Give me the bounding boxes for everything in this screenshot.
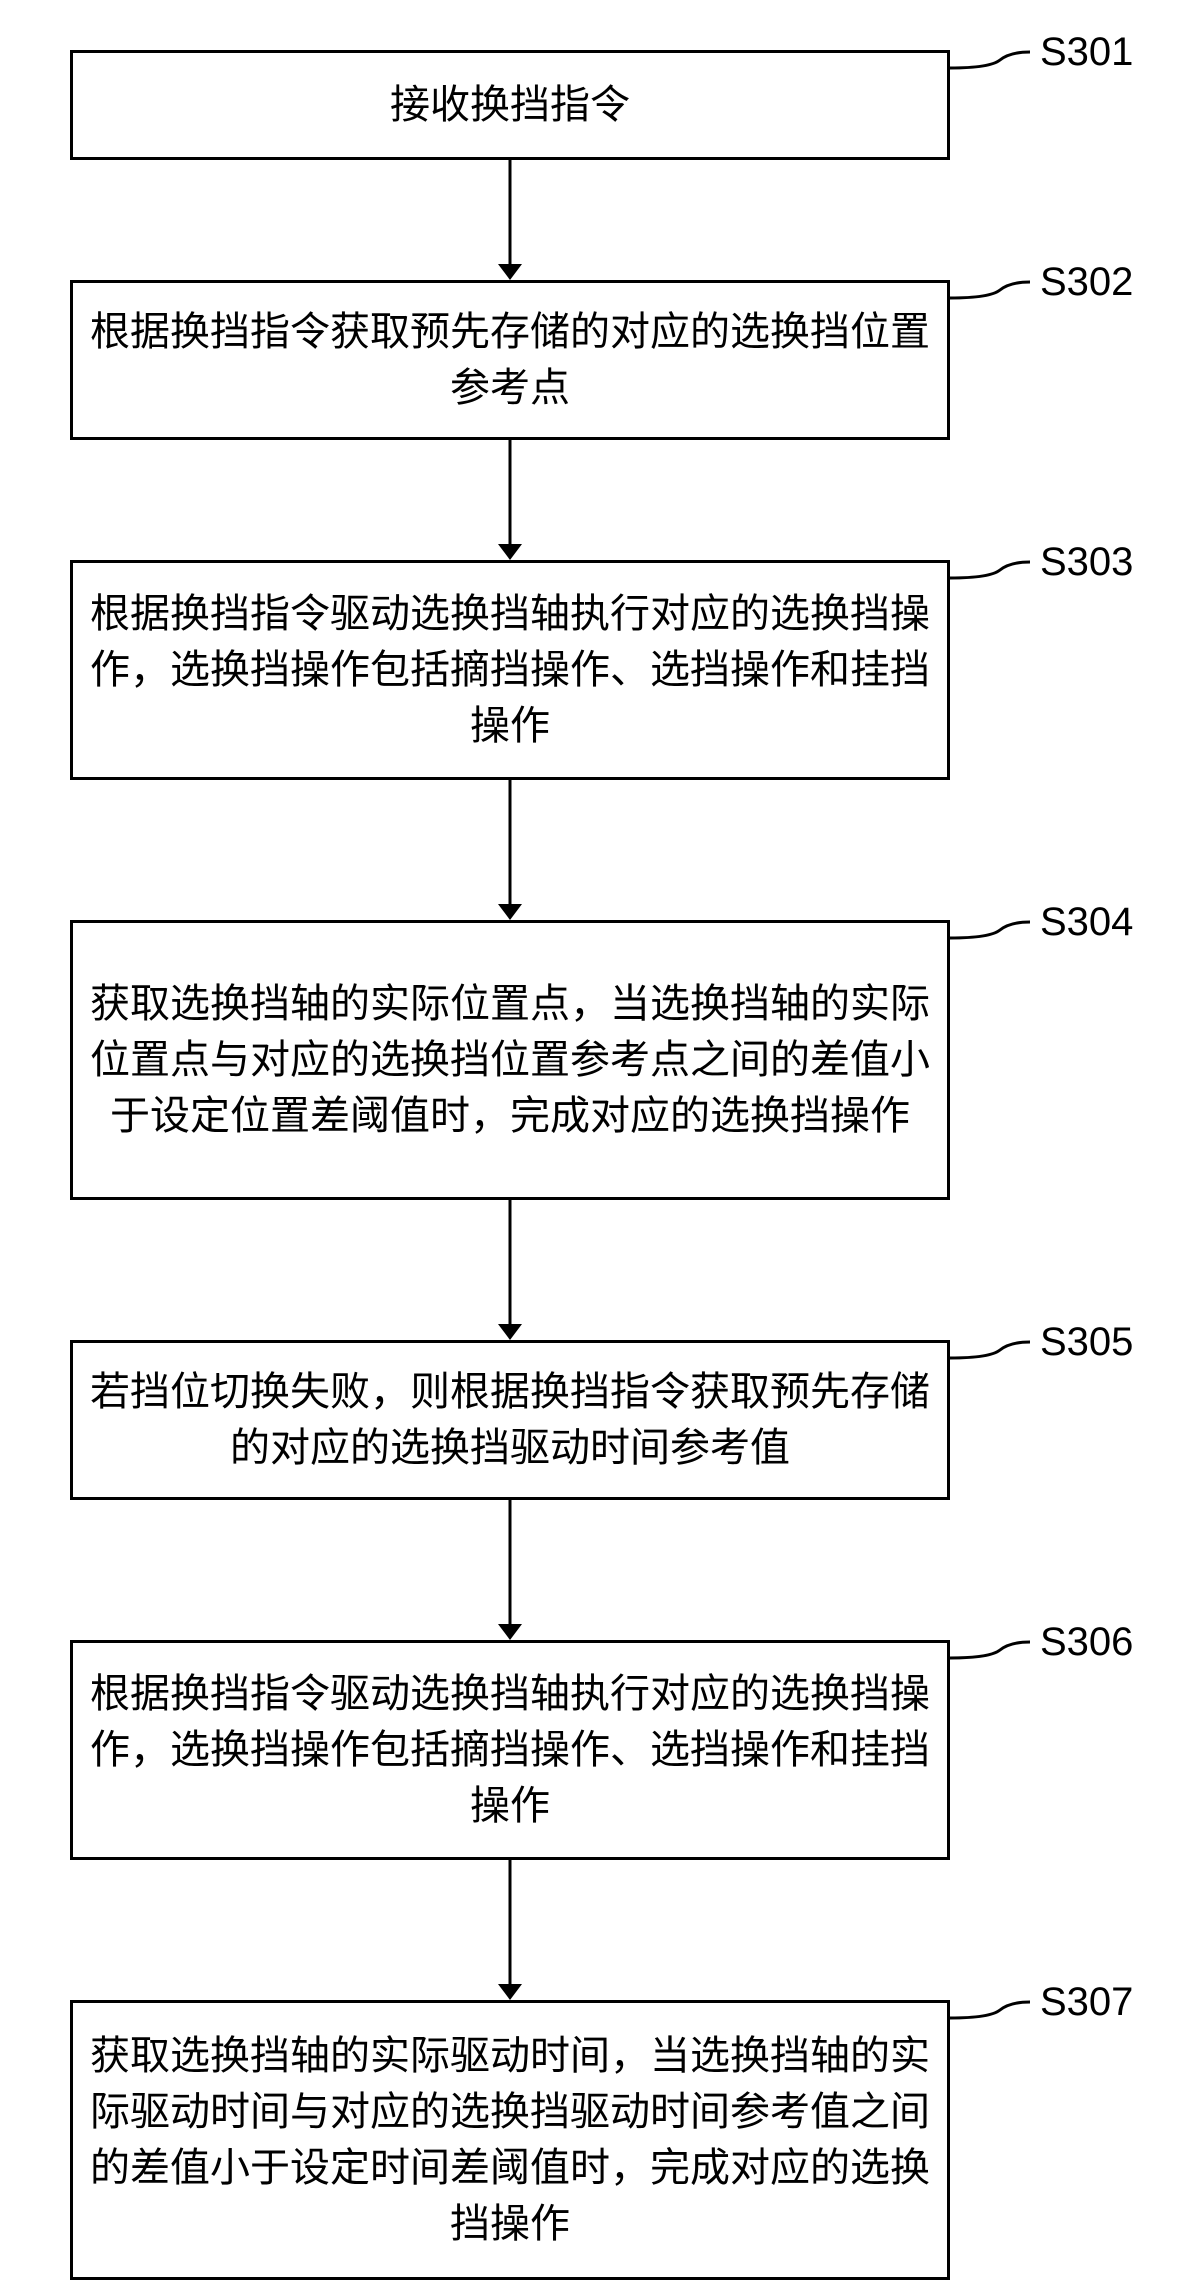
flowchart-canvas: 接收换挡指令S301根据换挡指令获取预先存储的对应的选换挡位置参考点S302根据… [0,0,1181,2291]
